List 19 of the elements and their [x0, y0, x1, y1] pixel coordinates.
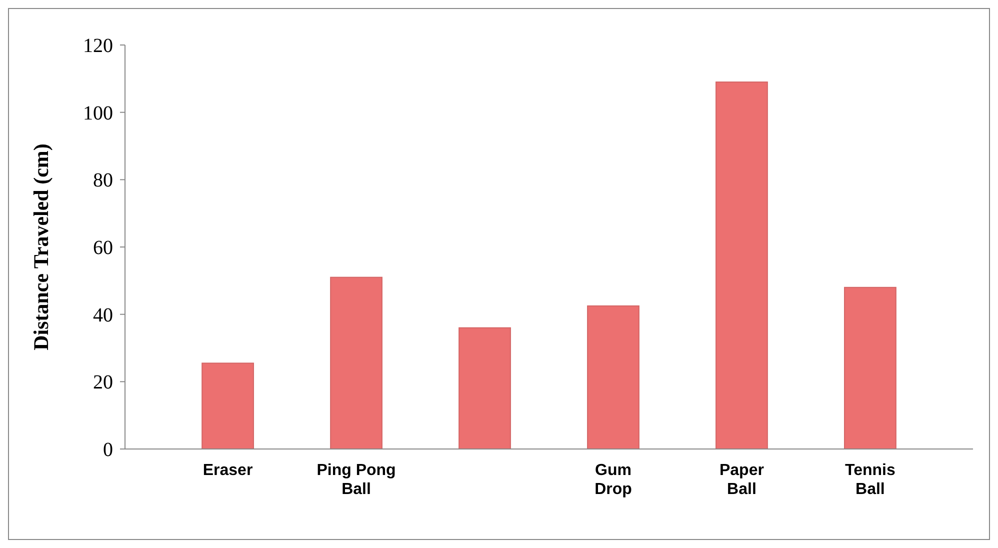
bar [716, 82, 768, 450]
y-tick-label: 100 [83, 102, 113, 124]
bar [844, 286, 896, 450]
x-tick-label: Gum Drop [594, 462, 632, 498]
y-tick-label: 60 [93, 237, 113, 259]
x-tick-label: Paper Ball [719, 462, 764, 498]
y-tick-label: 20 [93, 372, 113, 394]
bar [587, 305, 640, 450]
y-axis-title: Distance Traveled (cm) [29, 144, 53, 350]
bar [458, 327, 511, 450]
y-tick-label: 120 [83, 35, 113, 57]
x-tick-label: Eraser [202, 462, 253, 479]
x-tick-label: Tennis Ball [845, 462, 896, 498]
bar [330, 276, 382, 450]
y-tick-label: 0 [103, 439, 113, 461]
y-tick-label: 80 [93, 170, 113, 192]
y-tick-label: 40 [93, 304, 113, 326]
bar [202, 362, 254, 450]
x-tick-label: Ping Pong Ball [316, 462, 396, 498]
